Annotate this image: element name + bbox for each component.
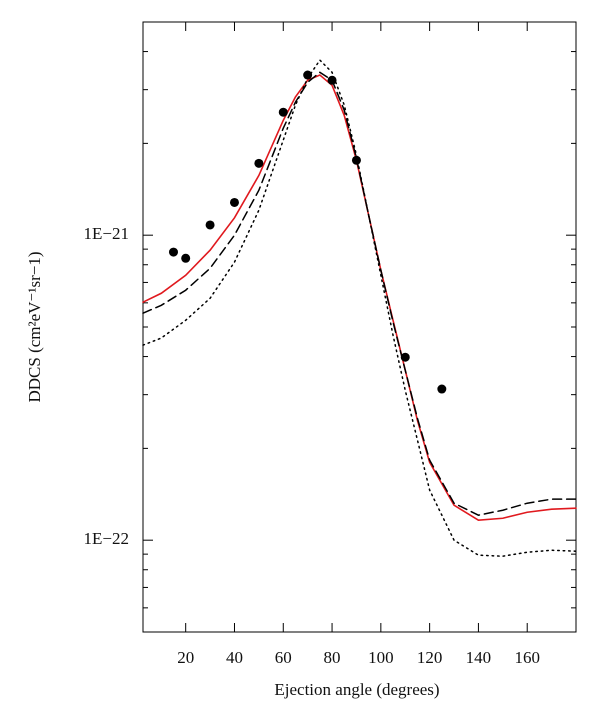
y-tick-label: 1E−22 [84,529,129,548]
data-point [254,158,264,168]
x-tick-label: 80 [324,648,341,667]
x-tick-label: 40 [226,648,243,667]
y-tick-label: 1E−21 [84,224,129,243]
x-tick-label: 120 [417,648,443,667]
curve [142,58,577,557]
data-point [400,352,410,362]
curve [142,71,577,516]
data-point [327,75,337,85]
data-point [229,197,239,207]
plot-frame [142,21,577,633]
x-axis-label: Ejection angle (degrees) [274,680,439,699]
x-tick-label: 100 [368,648,394,667]
data-point [168,247,178,257]
y-axis-label: DDCS (cm²eV⁻¹sr−1) [25,251,44,402]
x-tick-label: 140 [466,648,492,667]
x-tick-label: 60 [275,648,292,667]
x-tick-label: 160 [514,648,540,667]
data-point [437,384,447,394]
x-tick-label: 20 [177,648,194,667]
data-point [181,253,191,263]
data-point [278,107,288,117]
data-point [205,220,215,230]
curve [142,74,577,521]
data-point [303,70,313,80]
data-point [351,155,361,165]
